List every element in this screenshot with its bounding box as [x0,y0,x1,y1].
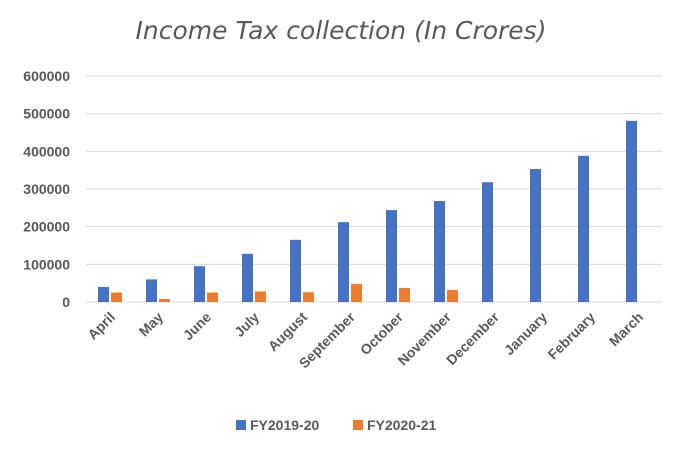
y-tick-label: 400000 [23,143,70,159]
x-tick-label: March [606,309,646,349]
bar-fy2019-20-october [386,210,397,302]
bar-fy2020-21-july [255,291,266,302]
bar-fy2019-20-january [530,169,541,302]
bar-fy2019-20-december [482,182,493,302]
gridlines [86,75,662,303]
x-tick-label: June [180,309,215,344]
x-axis-tick-labels: April May June July AugustSeptemberOctoberNo… [84,308,646,371]
bar-fy2020-21-september [351,283,362,302]
bar-fy2019-20-february [578,155,589,302]
y-tick-label: 600000 [23,68,70,84]
bar-fy2019-20-april [98,286,109,302]
legend-label: FY2019-20 [250,417,319,433]
bar-fy2019-20-june [194,266,205,302]
bar-fy2019-20-september [338,222,349,302]
legend-swatch-fy2019-20 [236,420,246,430]
y-tick-label: 300000 [23,181,70,197]
bar-fy2019-20-november [434,201,445,302]
chart-title: Income Tax collection (In Crores) [135,16,547,45]
bar-fy2019-20-march [626,120,637,302]
legend-label: FY2020-21 [367,417,436,433]
legend-swatch-fy2020-21 [353,420,363,430]
y-tick-label: 500000 [23,106,70,122]
x-tick-label: January [501,309,550,358]
bar-fy2019-20-august [290,239,301,302]
bar-fy2020-21-april [111,292,122,302]
y-axis-tick-labels: 0 100000 200000 300000 400000 500000 600000 [23,68,70,310]
x-tick-label: July [231,309,262,340]
x-tick-label: October [357,308,407,358]
y-tick-label: 100000 [23,256,70,272]
bar-fy2020-21-may [159,298,170,302]
bar-fy2019-20-may [146,279,157,302]
x-tick-label: May [136,309,167,340]
x-tick-label: April [84,309,118,343]
bar-fy2020-21-june [207,292,218,302]
bars [98,120,637,302]
bar-fy2020-21-november [447,289,458,302]
y-tick-label: 200000 [23,219,70,235]
legend: FY2019-20 FY2020-21 [236,417,436,433]
x-tick-label: February [544,309,598,363]
y-tick-label: 0 [62,294,70,310]
bar-fy2020-21-october [399,288,410,302]
x-tick-label: August [265,309,311,355]
bar-fy2020-21-august [303,292,314,302]
bar-fy2019-20-july [242,253,253,302]
x-tick-label: December [443,308,503,368]
